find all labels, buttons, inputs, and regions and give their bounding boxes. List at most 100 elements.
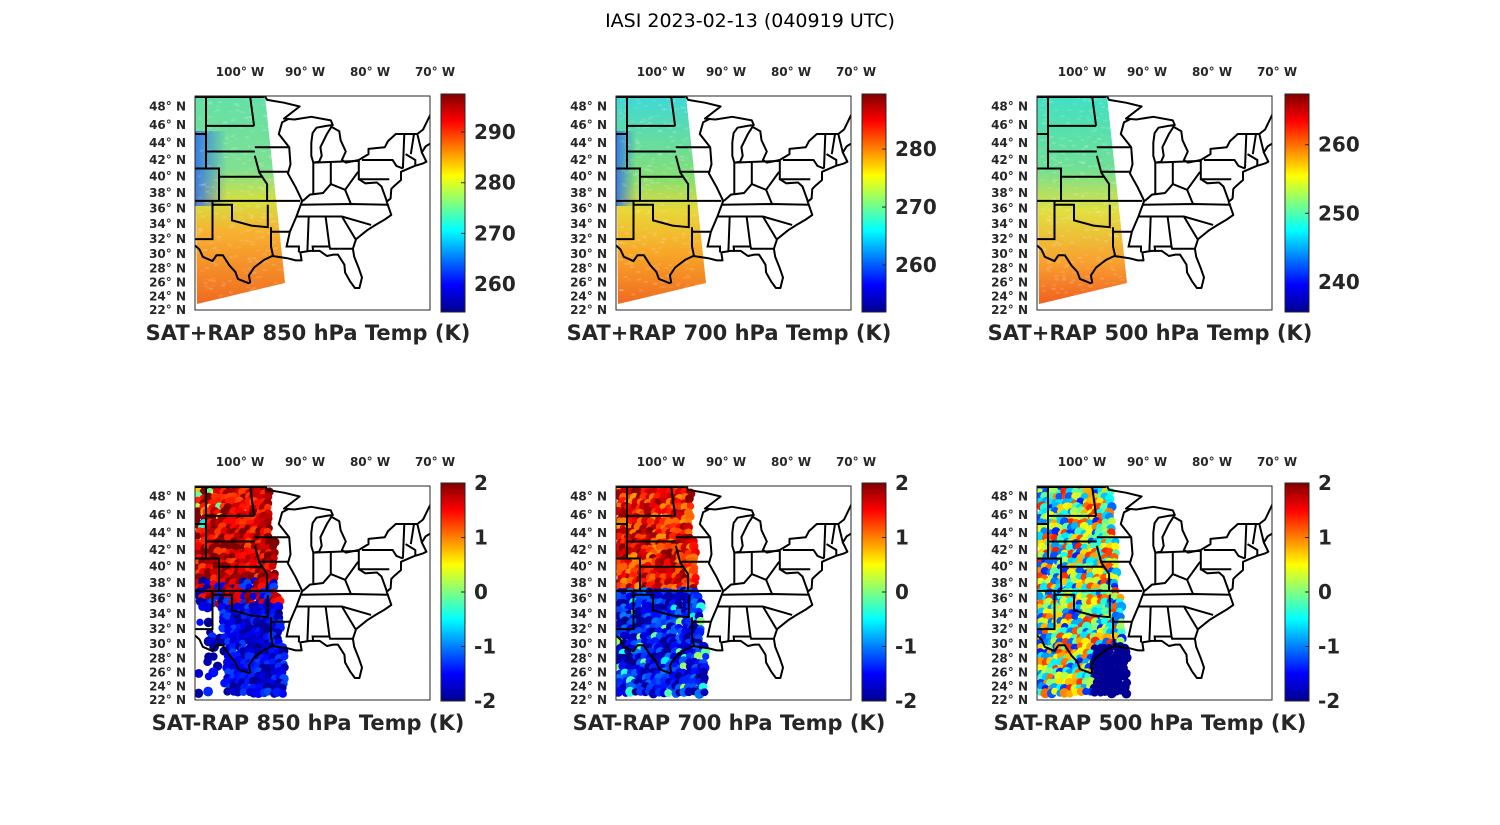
swath-texture bbox=[255, 259, 260, 262]
swath-texture bbox=[1100, 277, 1105, 280]
swath-texture bbox=[198, 183, 203, 186]
difference-point bbox=[664, 689, 673, 698]
swath-texture bbox=[1099, 112, 1104, 115]
longitude-label: 70° W bbox=[1257, 455, 1297, 469]
state-border bbox=[830, 523, 836, 545]
swath-texture bbox=[649, 115, 654, 118]
swath-texture bbox=[1087, 99, 1092, 102]
latitude-label: 28° N bbox=[570, 651, 607, 665]
swath-texture bbox=[1108, 234, 1113, 237]
swath-texture bbox=[682, 139, 687, 142]
state-border bbox=[723, 561, 780, 592]
latitude-label: 32° N bbox=[149, 622, 186, 636]
swath-texture bbox=[282, 282, 287, 285]
difference-point bbox=[1055, 492, 1063, 501]
swath-texture bbox=[650, 161, 655, 164]
swath-texture bbox=[662, 171, 667, 174]
swath-texture bbox=[265, 249, 270, 252]
swath-texture bbox=[197, 117, 202, 120]
swath-texture bbox=[272, 186, 277, 189]
swath-texture bbox=[629, 262, 634, 265]
swath-texture bbox=[247, 267, 252, 270]
state-border bbox=[1244, 133, 1248, 169]
swath-texture bbox=[209, 288, 214, 291]
difference-point bbox=[1090, 596, 1100, 606]
swath-texture bbox=[1080, 138, 1085, 141]
swath-texture bbox=[651, 99, 656, 102]
swath-texture bbox=[249, 186, 254, 189]
swath-texture bbox=[622, 242, 627, 245]
swath-texture bbox=[634, 172, 639, 175]
state-border bbox=[357, 550, 390, 571]
swath-texture bbox=[1084, 228, 1089, 231]
latitude-label: 44° N bbox=[570, 136, 607, 150]
swath-texture bbox=[658, 293, 663, 296]
latitude-label: 24° N bbox=[570, 289, 607, 303]
panel-title: SAT+RAP 700 hPa Temp (K) bbox=[567, 321, 892, 345]
swath-texture bbox=[1103, 227, 1108, 230]
state-border bbox=[727, 216, 731, 251]
state-border bbox=[1054, 593, 1111, 619]
swath-texture bbox=[1103, 167, 1108, 170]
swath-texture bbox=[1087, 211, 1092, 214]
latitude-label: 24° N bbox=[991, 289, 1028, 303]
swath-texture bbox=[1052, 171, 1057, 174]
state-border bbox=[206, 167, 263, 178]
swath-texture bbox=[1054, 278, 1059, 281]
swath-texture bbox=[668, 104, 673, 107]
swath-texture bbox=[634, 182, 639, 185]
swath-texture bbox=[1112, 220, 1117, 223]
difference-point bbox=[659, 497, 668, 506]
swath-texture bbox=[643, 105, 648, 108]
swath-texture bbox=[1115, 235, 1120, 238]
latitude-label: 40° N bbox=[149, 560, 186, 574]
swath-texture bbox=[618, 289, 623, 292]
swath-texture bbox=[245, 204, 250, 207]
state-border bbox=[1246, 153, 1259, 166]
difference-point bbox=[232, 686, 243, 697]
swath-texture bbox=[691, 214, 696, 217]
latitude-label: 28° N bbox=[570, 261, 607, 275]
swath-texture bbox=[666, 146, 671, 149]
swath-texture bbox=[1095, 210, 1100, 213]
swath-texture bbox=[1039, 179, 1044, 182]
swath-texture bbox=[252, 147, 257, 150]
swath-texture bbox=[223, 121, 228, 124]
swath-texture bbox=[252, 287, 257, 290]
state-border bbox=[1142, 202, 1231, 206]
state-border bbox=[1204, 159, 1246, 170]
latitude-label: 24° N bbox=[991, 679, 1028, 693]
latitude-label: 22° N bbox=[149, 693, 186, 707]
swath-texture bbox=[657, 129, 662, 132]
state-border bbox=[825, 543, 838, 556]
swath-texture bbox=[678, 144, 683, 147]
latitude-label: 30° N bbox=[570, 637, 607, 651]
swath-texture bbox=[1080, 194, 1085, 197]
latitude-label: 48° N bbox=[149, 490, 186, 504]
latitude-label: 34° N bbox=[570, 217, 607, 231]
swath-texture bbox=[237, 210, 242, 213]
swath-texture bbox=[1099, 247, 1104, 250]
swath-texture bbox=[1052, 178, 1057, 181]
swath-texture bbox=[629, 158, 634, 161]
swath-texture bbox=[675, 284, 680, 287]
swath-texture bbox=[1076, 118, 1081, 121]
swath-texture bbox=[662, 237, 667, 240]
swath-texture bbox=[1042, 161, 1047, 164]
latitude-label: 42° N bbox=[991, 543, 1028, 557]
difference-point bbox=[629, 632, 639, 643]
state-border bbox=[837, 523, 844, 543]
swath-texture bbox=[243, 116, 248, 119]
map-area bbox=[195, 96, 430, 304]
swath-texture bbox=[685, 213, 690, 216]
state-border bbox=[249, 486, 256, 517]
swath-texture bbox=[1104, 196, 1109, 199]
swath-texture bbox=[238, 216, 243, 219]
swath-texture bbox=[651, 158, 656, 161]
swath-texture bbox=[1067, 109, 1072, 112]
swath-texture bbox=[647, 188, 652, 191]
state-border bbox=[721, 592, 810, 596]
longitude-label: 100° W bbox=[637, 65, 685, 79]
swath-texture bbox=[1070, 163, 1075, 166]
swath-texture bbox=[208, 192, 213, 195]
